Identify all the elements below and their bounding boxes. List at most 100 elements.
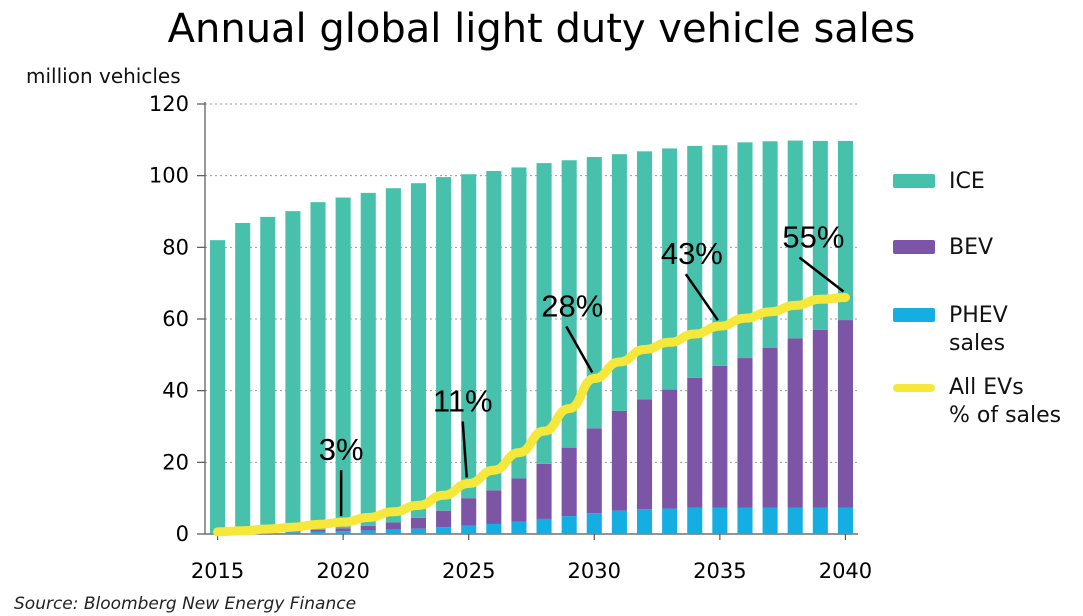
bar-bev: [561, 447, 577, 517]
bar-bev: [511, 478, 527, 522]
y-tick-label: 0: [176, 522, 189, 546]
annotation-label: 11%: [433, 383, 493, 418]
bar-phev: [410, 528, 427, 534]
legend-item-phev: PHEV sales: [893, 302, 1008, 358]
grid-lines: [205, 103, 858, 463]
bar-phev: [335, 531, 351, 534]
bar-ice: [260, 216, 276, 532]
bar-phev: [687, 507, 703, 534]
x-tick-label: 2020: [316, 559, 369, 583]
bar-phev: [360, 530, 376, 534]
bar-bev: [385, 522, 401, 530]
legend-swatch-all-evs: [893, 384, 935, 392]
bar-phev: [461, 525, 477, 534]
bars: [210, 140, 853, 534]
bar-phev: [486, 523, 502, 534]
x-tick-label: 2040: [819, 559, 872, 583]
bar-ice: [511, 167, 527, 479]
y-axis-unit-label: million vehicles: [26, 64, 181, 88]
bar-ice: [385, 188, 401, 523]
bar-phev: [712, 507, 728, 534]
bar-phev: [787, 507, 803, 534]
y-tick-label: 100: [149, 164, 189, 188]
legend-swatch-ice: [893, 174, 935, 188]
bar-ice: [210, 240, 226, 533]
bar-bev: [636, 399, 653, 510]
bar-phev: [762, 507, 778, 534]
bar-ice: [812, 140, 828, 330]
annotation-label: 28%: [541, 288, 603, 323]
bar-bev: [360, 525, 376, 531]
x-tick-label: 2025: [442, 559, 495, 583]
bar-phev: [310, 531, 326, 534]
bar-bev: [461, 498, 477, 526]
legend-swatch-phev: [893, 308, 935, 322]
bar-ice: [410, 183, 427, 518]
bar-phev: [385, 529, 401, 534]
bar-ice: [762, 141, 778, 348]
bar-phev: [812, 507, 828, 534]
x-tick-label: 2015: [191, 559, 244, 583]
legend-label-bev: BEV: [949, 235, 994, 260]
bar-ice: [687, 145, 703, 378]
bar-bev: [536, 463, 552, 519]
bar-phev: [737, 507, 753, 534]
annotation-leader: [565, 325, 594, 374]
bar-phev: [511, 521, 527, 534]
bar-bev: [310, 529, 326, 532]
annotations: 3% 11% 28% 43% 55%: [319, 220, 845, 517]
bar-bev: [737, 358, 753, 508]
bar-ice: [486, 171, 502, 491]
y-tick-label: 40: [162, 379, 189, 403]
bar-ice: [787, 140, 803, 339]
x-tick-label: 2035: [693, 559, 746, 583]
bar-phev: [662, 508, 678, 534]
annotation-leader: [684, 273, 719, 321]
y-tick-label: 20: [162, 450, 189, 474]
legend-item-all-evs: All EVs % of sales: [893, 374, 1061, 430]
y-tick-label: 80: [162, 235, 189, 259]
bar-bev: [410, 517, 427, 529]
bar-ice: [837, 140, 853, 321]
bar-ice: [461, 174, 477, 499]
bar-bev: [335, 528, 351, 532]
bar-ice: [235, 222, 251, 533]
bar-phev: [837, 507, 853, 534]
ev-share-line-path: [213, 293, 850, 537]
legend-item-bev: BEV: [893, 234, 993, 262]
bar-bev: [436, 510, 452, 528]
legend-label-ice: ICE: [949, 169, 985, 194]
bar-ice: [561, 160, 577, 448]
legend-swatch-bev: [893, 240, 935, 254]
bar-phev: [536, 518, 552, 534]
bar-bev: [837, 320, 853, 508]
bar-ice: [586, 157, 602, 429]
bar-bev: [687, 377, 703, 508]
legend-label-phev: PHEV sales: [949, 303, 1008, 356]
bar-bev: [586, 428, 602, 514]
bar-bev: [486, 490, 502, 524]
bar-bev: [787, 338, 803, 508]
x-tick-label: 2030: [568, 559, 621, 583]
ev-share-line: [213, 293, 850, 537]
y-tick-label: 60: [162, 307, 189, 331]
bar-bev: [812, 329, 828, 508]
bar-ice: [436, 177, 452, 511]
bar-bev: [662, 389, 678, 509]
legend-item-ice: ICE: [893, 168, 985, 196]
bar-bev: [762, 347, 778, 508]
bar-phev: [561, 516, 577, 534]
bar-phev: [636, 509, 653, 534]
source-note: Source: Bloomberg New Energy Finance: [14, 594, 357, 614]
bar-ice: [737, 142, 753, 359]
bar-phev: [611, 510, 627, 534]
legend-label-all-evs: All EVs % of sales: [949, 375, 1062, 428]
bar-phev: [586, 513, 602, 534]
annotation-label: 43%: [661, 236, 723, 271]
bar-phev: [436, 527, 452, 534]
bar-ice: [360, 192, 376, 526]
annotation-leader: [798, 256, 845, 293]
bar-ice: [285, 211, 301, 531]
